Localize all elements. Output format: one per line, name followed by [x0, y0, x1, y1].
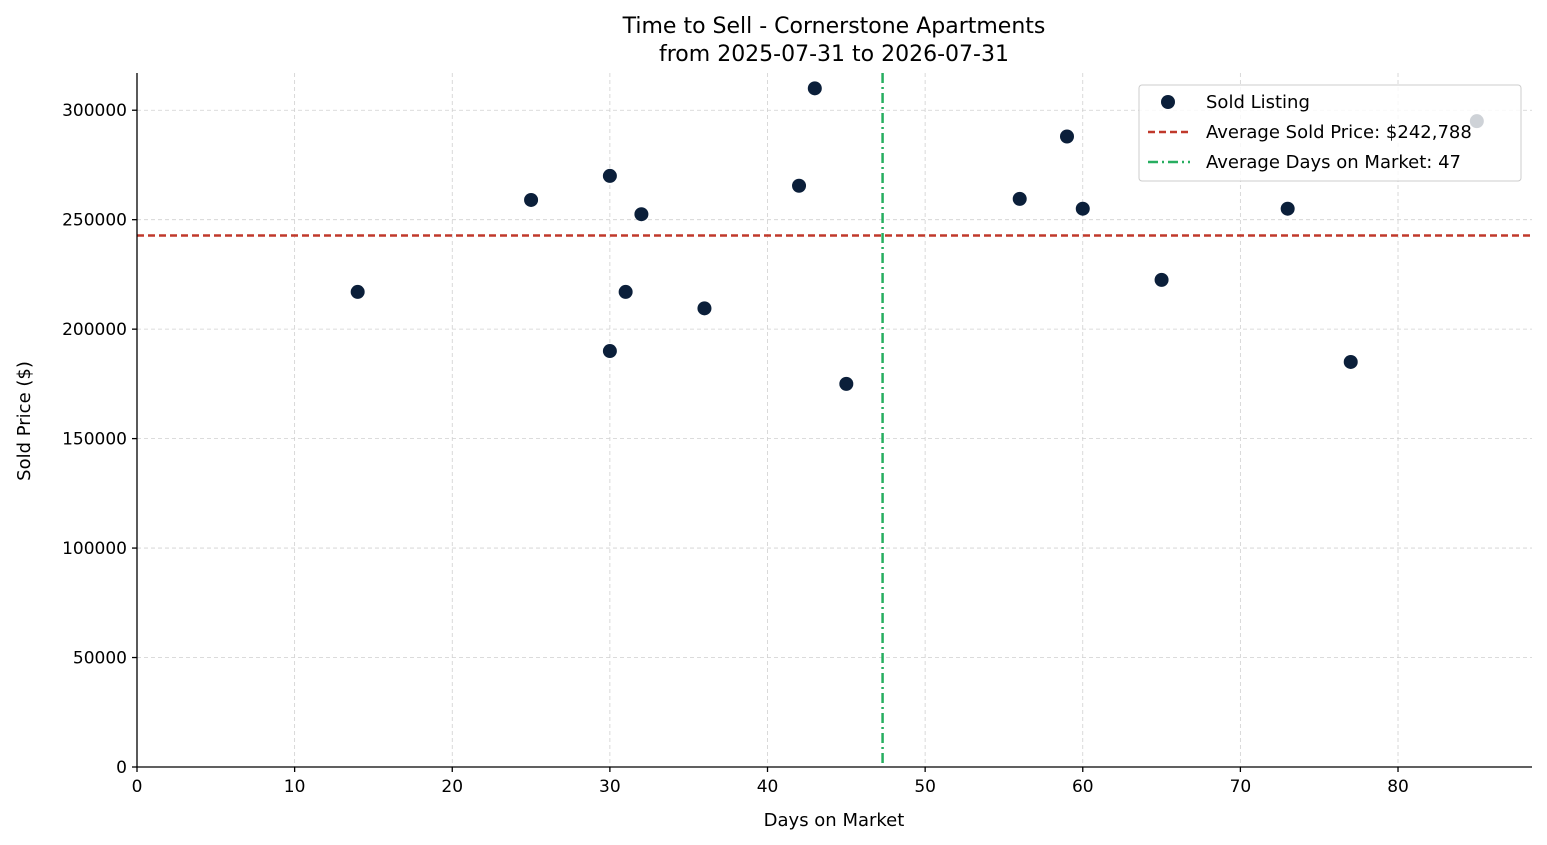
scatter-point	[602, 344, 617, 359]
scatter-point	[839, 376, 854, 391]
x-tick-label: 80	[1387, 777, 1409, 797]
scatter-point	[350, 284, 365, 299]
scatter-point	[1060, 129, 1074, 144]
x-tick-label: 10	[284, 777, 306, 797]
legend: Sold Listing Average Sold Price: $242,78…	[1138, 84, 1522, 182]
x-axis-label: Days on Market	[764, 810, 905, 831]
scatter-point	[618, 284, 633, 299]
scatter-point	[1343, 354, 1358, 369]
x-tick-label: 60	[1072, 777, 1094, 797]
legend-label-avg-days: Average Days on Market: 47	[1206, 152, 1461, 173]
scatter-point	[1154, 272, 1169, 287]
scatter-point	[1012, 191, 1027, 206]
scatter-point	[524, 192, 539, 207]
y-tick-label: 200000	[62, 320, 127, 340]
scatter-point	[634, 207, 649, 222]
chart-title: Time to Sell - Cornerstone Apartments	[622, 14, 1046, 39]
scatter-point	[792, 178, 807, 193]
x-tick-label: 50	[914, 777, 936, 797]
x-tick-label: 30	[599, 777, 621, 797]
y-tick-label: 100000	[62, 539, 127, 559]
legend-label-sold-listing: Sold Listing	[1206, 92, 1310, 113]
y-tick-label: 0	[116, 758, 127, 778]
x-tick-label: 20	[441, 777, 463, 797]
reference-lines	[137, 73, 1532, 767]
x-tick-label: 40	[757, 777, 779, 797]
y-tick-label: 250000	[62, 211, 127, 231]
legend-box	[1138, 84, 1522, 182]
y-tick-label: 300000	[62, 101, 127, 121]
x-tick-label: 0	[132, 777, 143, 797]
legend-marker-sold-listing	[1161, 95, 1175, 109]
scatter-point	[602, 168, 617, 183]
scatter-point	[807, 81, 822, 96]
y-tick-label: 150000	[62, 430, 127, 450]
scatter-point	[1280, 201, 1295, 216]
y-tick-label: 50000	[73, 649, 127, 669]
legend-label-avg-price: Average Sold Price: $242,788	[1206, 122, 1472, 143]
x-tick-label: 70	[1230, 777, 1252, 797]
scatter-point	[697, 301, 712, 316]
chart-subtitle: from 2025-07-31 to 2026-07-31	[659, 42, 1009, 67]
axes: 0 10 20 30 40 50 60 70 80 0 50000 100000 150000 20000…	[62, 73, 1532, 797]
scatter-point	[1075, 201, 1090, 216]
y-axis-label: Sold Price ($)	[14, 361, 35, 481]
